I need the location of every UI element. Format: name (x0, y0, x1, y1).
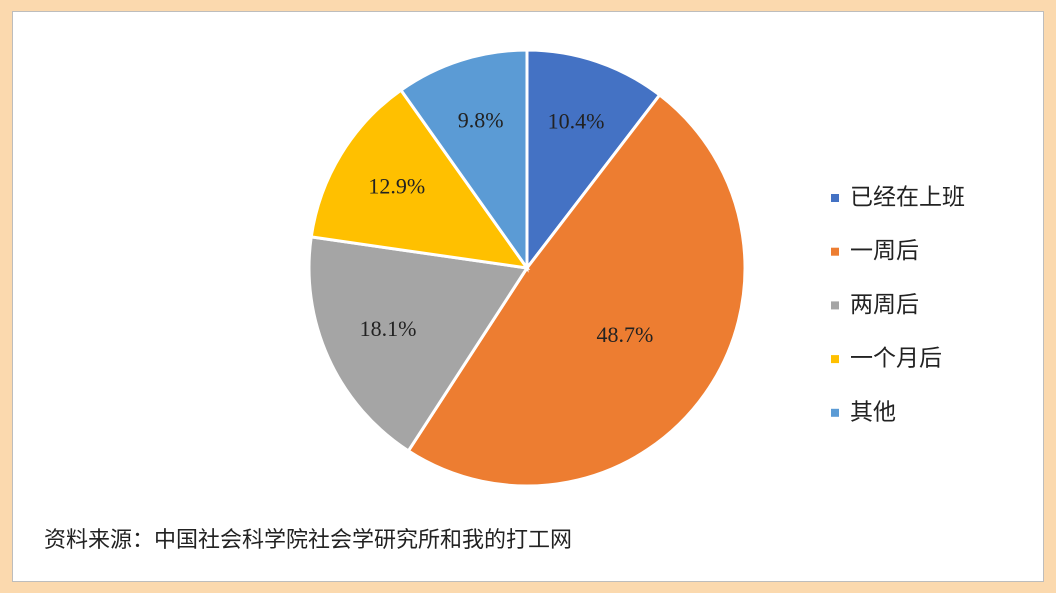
legend-label: 一周后 (850, 238, 919, 264)
legend-swatch (831, 194, 839, 202)
legend-swatch (831, 247, 839, 256)
value-label: 9.8% (458, 108, 504, 133)
legend-label: 其他 (850, 399, 896, 425)
legend-swatch (831, 301, 839, 310)
legend-label: 已经在上班 (850, 185, 965, 211)
pie-slice (398, 48, 529, 273)
value-label: 10.4% (548, 109, 605, 134)
source-note: 资料来源：中国社会科学院社会学研究所和我的打工网 (44, 528, 572, 553)
value-label: 12.9% (368, 173, 425, 198)
value-label: 18.1% (360, 316, 417, 341)
pie-slice (406, 92, 747, 488)
legend-label: 一个月后 (850, 346, 942, 372)
pie-slice (309, 88, 531, 270)
legend-swatch (831, 355, 839, 364)
legend-swatch (831, 408, 839, 417)
pie-slice (525, 48, 662, 273)
legend-label: 两周后 (850, 292, 919, 318)
pie-slice (307, 235, 530, 453)
value-label: 48.7% (597, 322, 654, 347)
